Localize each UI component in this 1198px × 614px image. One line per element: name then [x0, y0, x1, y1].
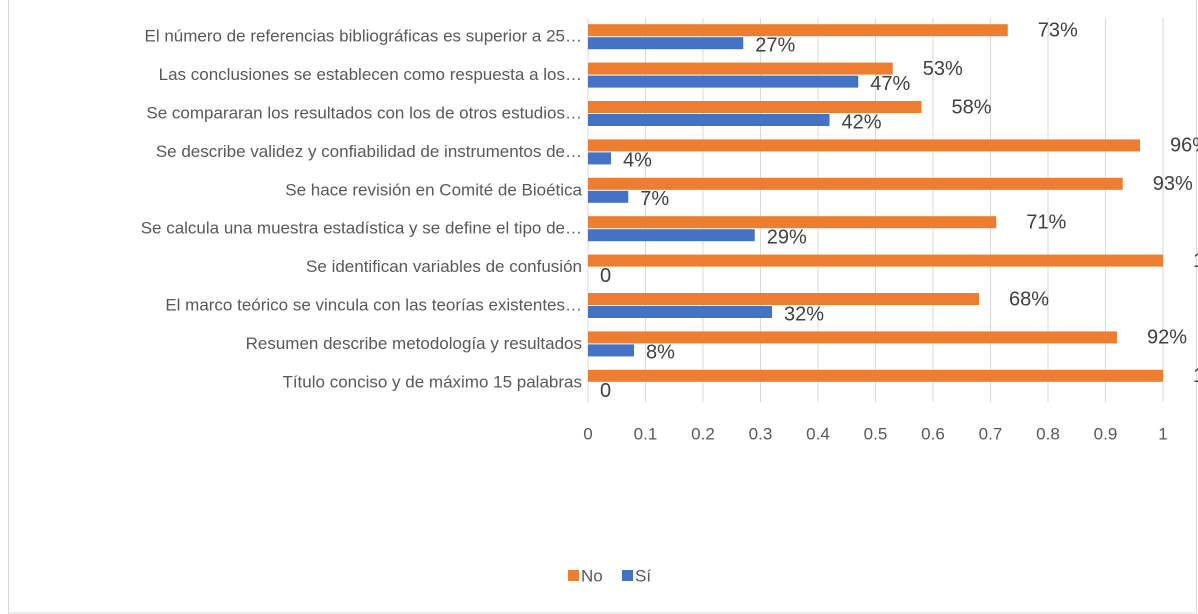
legend-swatch: [568, 570, 579, 581]
category-label: El número de referencias bibliográficas …: [144, 27, 582, 46]
bar: [588, 37, 744, 50]
value-label: 68%: [1009, 288, 1049, 310]
value-label: 92%: [1147, 327, 1187, 349]
value-label: 53%: [923, 58, 963, 80]
category-label: Se compararan los resultados con los de …: [146, 103, 582, 122]
bar: [588, 177, 1123, 190]
value-label: 100%: [1193, 250, 1198, 272]
bar: [588, 216, 997, 229]
x-tick-label: 0.8: [1036, 424, 1060, 443]
value-label: 93%: [1153, 173, 1193, 195]
bar: [588, 75, 859, 88]
category-label: Título conciso y de máximo 15 palabras: [282, 372, 582, 391]
x-tick-label: 0.7: [979, 424, 1003, 443]
bar: [588, 101, 922, 113]
x-tick-label: 0: [583, 424, 592, 443]
bar: [588, 114, 830, 126]
value-label: 29%: [767, 226, 807, 248]
bar: [588, 293, 979, 305]
value-label: 7%: [640, 188, 669, 210]
value-label: 0: [600, 265, 611, 287]
value-label: 0: [600, 380, 611, 402]
x-tick-label: 0.5: [864, 424, 888, 443]
value-label: 47%: [870, 73, 910, 95]
x-tick-label: 0.9: [1094, 424, 1118, 443]
value-label: 96%: [1170, 135, 1198, 157]
x-tick-label: 1: [1158, 424, 1167, 443]
bar: [588, 369, 1163, 382]
x-tick-label: 0.1: [634, 424, 658, 443]
bar: [588, 254, 1163, 267]
legend-label: Sí: [635, 566, 651, 585]
bar: [588, 152, 611, 165]
value-label: 73%: [1038, 19, 1078, 41]
bar: [588, 344, 634, 357]
bar: [588, 229, 755, 242]
bar: [588, 139, 1140, 152]
bar: [588, 24, 1008, 37]
bar: [588, 306, 772, 318]
value-label: 42%: [842, 111, 882, 133]
bar: [588, 62, 893, 75]
x-tick-label: 0.6: [921, 424, 945, 443]
x-tick-label: 0.2: [691, 424, 715, 443]
legend-label: No: [581, 566, 603, 585]
category-label: Se describe validez y confiabilidad de i…: [156, 142, 582, 161]
x-tick-label: 0.4: [806, 424, 830, 443]
category-label: Se calcula una muestra estadística y se …: [141, 219, 582, 238]
bar: [588, 190, 629, 203]
chart-frame: [8, 0, 1197, 614]
category-label: Resumen describe metodología y resultado…: [246, 334, 582, 353]
x-tick-label: 0.3: [749, 424, 773, 443]
value-label: 71%: [1026, 211, 1066, 233]
category-label: El marco teórico se vincula con las teor…: [165, 295, 582, 314]
category-label: Se hace revisión en Comité de Bioética: [285, 180, 582, 199]
value-label: 27%: [755, 34, 795, 56]
legend-swatch: [622, 570, 633, 581]
value-label: 8%: [646, 342, 675, 364]
value-label: 4%: [623, 150, 652, 172]
bar: [588, 331, 1117, 344]
category-label: Se identifican variables de confusión: [306, 257, 582, 276]
value-label: 100%: [1193, 365, 1198, 387]
value-label: 58%: [952, 96, 992, 118]
category-label: Las conclusiones se establecen como resp…: [159, 65, 582, 84]
value-label: 32%: [784, 303, 824, 325]
